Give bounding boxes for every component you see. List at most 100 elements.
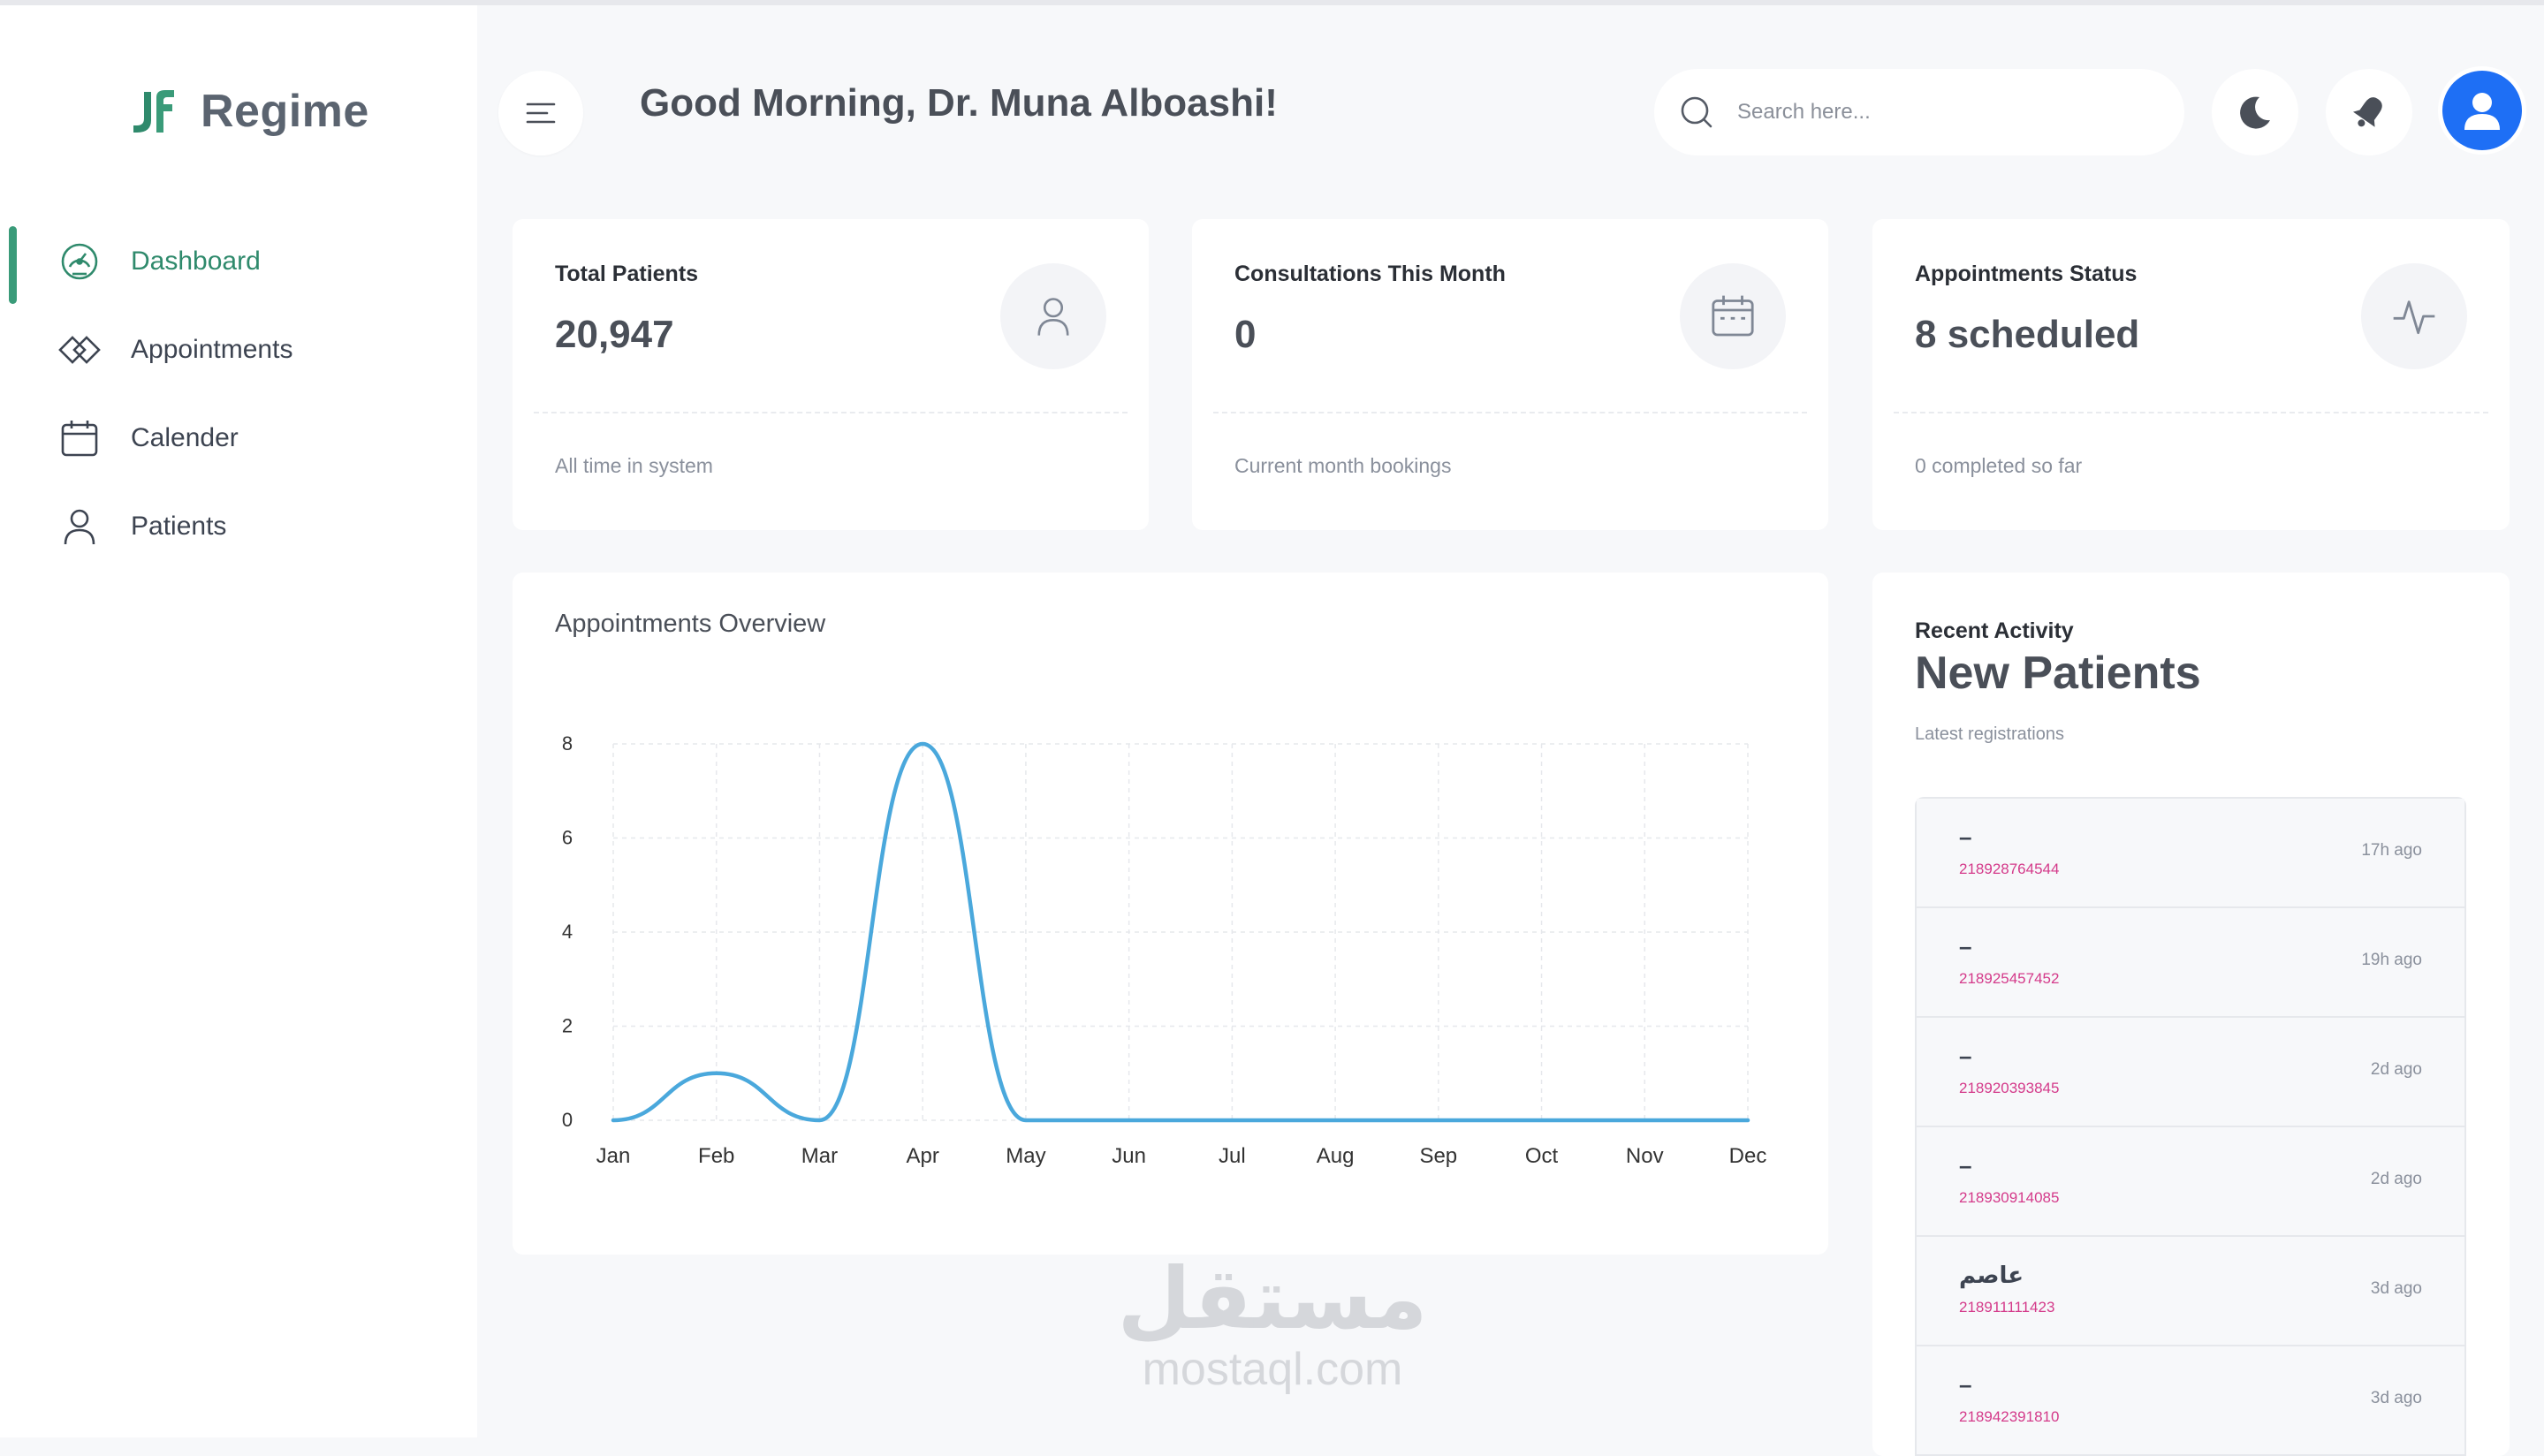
y-tick-label: 8 xyxy=(562,732,573,755)
x-tick-label: Jan xyxy=(596,1144,631,1168)
x-tick-label: Dec xyxy=(1729,1144,1767,1168)
y-tick-label: 0 xyxy=(562,1109,573,1131)
dark-mode-toggle-button[interactable] xyxy=(2212,69,2298,155)
recent-activity-card: Recent Activity New Patients Latest regi… xyxy=(1872,573,2510,1456)
stat-card-total-patients: Total Patients 20,947 All time in system xyxy=(513,219,1149,530)
stat-value: 20,947 xyxy=(555,313,674,356)
appointments-overview-card: Appointments Overview 0 2 4 6 8 Jan Feb Mar Apr M… xyxy=(513,573,1828,1255)
x-tick-label: Aug xyxy=(1317,1144,1355,1168)
y-tick-label: 2 xyxy=(562,1015,573,1037)
patient-name: – xyxy=(1959,1152,1972,1179)
list-item[interactable]: عاصم 218911111423 3d ago xyxy=(1917,1237,2464,1346)
sidebar-item-label: Appointments xyxy=(131,335,293,364)
moon-icon xyxy=(2240,96,2270,129)
app-name: Regime xyxy=(201,86,369,137)
page-title: Good Morning, Dr. Muna Alboashi! xyxy=(640,81,1278,125)
activity-subtitle: Latest registrations xyxy=(1915,724,2064,744)
hamburger-icon xyxy=(526,102,556,124)
x-tick-label: Sep xyxy=(1419,1144,1457,1168)
list-item[interactable]: – 218925457452 19h ago xyxy=(1917,908,2464,1018)
stat-card-appointments-status: Appointments Status 8 scheduled 0 comple… xyxy=(1872,219,2510,530)
user-avatar-button[interactable] xyxy=(2442,71,2522,150)
patient-name: عاصم xyxy=(1959,1262,2024,1288)
bell-icon xyxy=(2352,97,2382,127)
sidebar-item-appointments[interactable]: Appointments xyxy=(0,306,477,394)
sidebar-nav: Dashboard Appointments Calender xyxy=(0,217,477,571)
app-logo[interactable]: Regime xyxy=(128,85,369,138)
menu-toggle-button[interactable] xyxy=(498,71,583,155)
stat-subtext: All time in system xyxy=(555,454,713,477)
diamond-icon xyxy=(58,329,101,371)
registration-time: 19h ago xyxy=(2361,951,2422,969)
x-tick-label: Mar xyxy=(801,1144,838,1168)
stat-card-consultations: Consultations This Month 0 Current month… xyxy=(1192,219,1828,530)
patient-name: – xyxy=(1959,1371,1972,1398)
activity-kicker: Recent Activity xyxy=(1915,618,2074,643)
x-tick-label: May xyxy=(1006,1144,1045,1168)
logo-mark-icon xyxy=(133,90,174,133)
card-divider xyxy=(534,412,1128,413)
patient-name: – xyxy=(1959,823,1972,850)
calendar-icon xyxy=(1680,263,1786,369)
search-bar xyxy=(1654,69,2184,155)
chart-title: Appointments Overview xyxy=(555,610,826,638)
stat-subtext: 0 completed so far xyxy=(1915,454,2083,477)
calendar-icon xyxy=(58,417,101,459)
search-input[interactable] xyxy=(1735,99,2145,125)
activity-icon xyxy=(2361,263,2467,369)
x-tick-label: Jun xyxy=(1112,1144,1146,1168)
patient-phone: 218930914085 xyxy=(1959,1189,2060,1206)
watermark-latin: mostaql.com xyxy=(1142,1344,1403,1395)
card-divider xyxy=(1894,412,2488,413)
sidebar-item-calender[interactable]: Calender xyxy=(0,394,477,482)
search-icon xyxy=(1677,93,1716,132)
sidebar: Regime Dashboard Appointm xyxy=(0,5,477,1437)
series-line xyxy=(611,741,1750,1123)
patient-phone: 218911111423 xyxy=(1959,1299,2055,1316)
sidebar-item-label: Calender xyxy=(131,423,239,452)
stat-title: Appointments Status xyxy=(1915,262,2138,286)
x-tick-label: Nov xyxy=(1626,1144,1664,1168)
sidebar-item-label: Dashboard xyxy=(131,246,261,276)
list-item[interactable]: – 218928764544 17h ago xyxy=(1917,799,2464,908)
watermark: مستقل mostaql.com xyxy=(1113,1255,1431,1396)
registration-time: 17h ago xyxy=(2361,841,2422,860)
sidebar-item-label: Patients xyxy=(131,512,227,541)
x-tick-label: Oct xyxy=(1525,1144,1559,1168)
x-tick-label: Jul xyxy=(1219,1144,1246,1168)
patient-name: – xyxy=(1959,1043,1972,1069)
patient-phone: 218925457452 xyxy=(1959,970,2060,987)
registration-time: 3d ago xyxy=(2370,1389,2422,1407)
x-tick-label: Feb xyxy=(698,1144,734,1168)
appointments-line-chart: 0 2 4 6 8 Jan Feb Mar Apr May Jun Jul Aug Sep Oct Nov De… xyxy=(562,732,1767,1168)
registration-time: 2d ago xyxy=(2370,1060,2422,1079)
patient-phone: 218928764544 xyxy=(1959,861,2060,877)
dashboard-gauge-icon xyxy=(58,240,101,283)
list-item[interactable]: – 218930914085 2d ago xyxy=(1917,1127,2464,1237)
stat-value: 0 xyxy=(1234,313,1257,356)
patient-phone: 218920393845 xyxy=(1959,1080,2060,1096)
list-item[interactable]: – 218942391810 3d ago xyxy=(1917,1346,2464,1456)
registration-time: 3d ago xyxy=(2370,1279,2422,1298)
notifications-button[interactable] xyxy=(2326,69,2412,155)
stat-value: 8 scheduled xyxy=(1915,313,2140,356)
watermark-arabic: مستقل xyxy=(1117,1249,1428,1348)
user-icon xyxy=(1000,263,1106,369)
user-icon xyxy=(58,505,101,548)
stat-title: Total Patients xyxy=(555,262,699,286)
sidebar-item-dashboard[interactable]: Dashboard xyxy=(0,217,477,306)
stat-title: Consultations This Month xyxy=(1234,262,1506,286)
avatar-user-icon xyxy=(2464,93,2500,130)
y-tick-label: 6 xyxy=(562,827,573,849)
stat-subtext: Current month bookings xyxy=(1234,454,1452,477)
top-border xyxy=(0,0,2544,5)
patient-phone: 218942391810 xyxy=(1959,1408,2060,1425)
new-patients-list: – 218928764544 17h ago – 218925457452 19… xyxy=(1915,797,2466,1456)
y-tick-label: 4 xyxy=(562,921,573,943)
x-tick-label: Apr xyxy=(907,1144,939,1168)
activity-title: New Patients xyxy=(1915,648,2201,699)
registration-time: 2d ago xyxy=(2370,1170,2422,1188)
sidebar-item-patients[interactable]: Patients xyxy=(0,482,477,571)
card-divider xyxy=(1213,412,1807,413)
list-item[interactable]: – 218920393845 2d ago xyxy=(1917,1018,2464,1127)
